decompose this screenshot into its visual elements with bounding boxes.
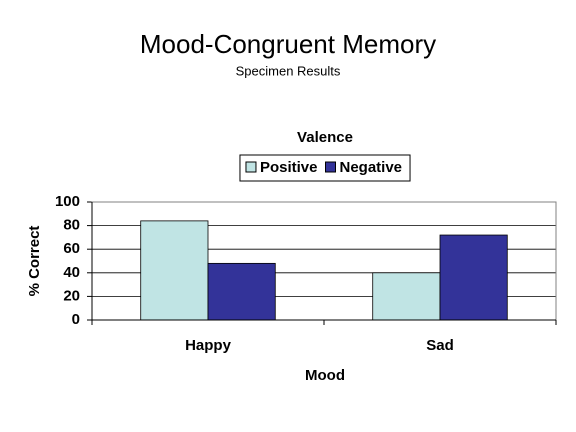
bar [439,234,508,321]
y-axis-label: % Correct [26,226,43,297]
y-tick-label: 0 [72,311,80,328]
y-tick-label: 40 [63,264,80,281]
y-tick-label: 80 [63,217,80,234]
legend-label: Negative [340,159,403,176]
bar [372,272,441,321]
legend-title: Valence [297,129,353,146]
legend-swatch [245,161,257,173]
legend-swatch [325,161,336,173]
x-tick-label: Sad [426,337,454,354]
chart-subtitle: Specimen Results [236,63,341,78]
y-tick-label: 100 [55,193,80,210]
bar [207,262,276,321]
y-tick-label: 20 [63,287,80,304]
legend-label: Positive [260,159,318,176]
x-tick-label: Happy [185,337,232,354]
x-axis-label: Mood [305,367,345,384]
y-tick-label: 60 [63,240,80,257]
bar [140,220,209,321]
chart-title: Mood-Congruent Memory [140,29,436,59]
